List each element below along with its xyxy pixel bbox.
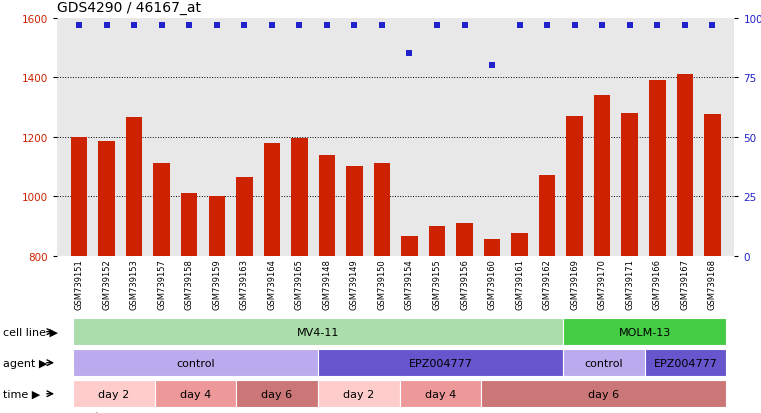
Bar	[73, 380, 154, 407]
Bar	[645, 349, 726, 376]
Bar	[457, 223, 473, 413]
Point	[431, 22, 443, 29]
Point	[541, 22, 553, 29]
Point	[238, 22, 250, 29]
Point	[266, 22, 278, 29]
Bar	[73, 349, 318, 376]
Point	[183, 22, 196, 29]
Point	[651, 22, 664, 29]
Bar	[318, 349, 563, 376]
Bar	[154, 164, 170, 413]
Point	[293, 22, 305, 29]
Bar	[400, 380, 481, 407]
Point	[514, 22, 526, 29]
Point	[100, 22, 113, 29]
Bar	[484, 240, 500, 413]
Text: GDS4290 / 46167_at: GDS4290 / 46167_at	[57, 1, 201, 15]
Bar	[677, 75, 693, 413]
Text: EPZ004777: EPZ004777	[409, 358, 473, 368]
Text: MV4-11: MV4-11	[297, 327, 339, 337]
Point	[486, 63, 498, 69]
Bar	[71, 137, 88, 413]
Bar	[263, 143, 280, 413]
Bar	[319, 155, 335, 413]
Point	[624, 22, 636, 29]
Bar	[236, 380, 318, 407]
Point	[458, 22, 470, 29]
Text: MOLM-13: MOLM-13	[619, 327, 670, 337]
Bar	[428, 226, 445, 413]
Text: control: control	[584, 358, 623, 368]
Point	[211, 22, 223, 29]
Bar	[563, 349, 645, 376]
Bar	[401, 237, 418, 413]
Text: ■ count
■ percentile rank within the sample: ■ count ■ percentile rank within the sam…	[57, 411, 246, 413]
Point	[706, 22, 718, 29]
Bar	[126, 118, 142, 413]
Text: agent ▶: agent ▶	[3, 358, 48, 368]
Point	[73, 22, 85, 29]
Text: ■: ■	[57, 412, 68, 413]
Point	[568, 22, 581, 29]
Point	[679, 22, 691, 29]
Text: time ▶: time ▶	[3, 389, 40, 399]
Point	[376, 22, 388, 29]
Bar	[318, 380, 400, 407]
Point	[349, 22, 361, 29]
Point	[596, 22, 608, 29]
Text: control: control	[176, 358, 215, 368]
Bar	[374, 164, 390, 413]
Text: day 6: day 6	[588, 389, 619, 399]
Bar	[209, 197, 225, 413]
Bar	[704, 115, 721, 413]
Bar	[511, 234, 528, 413]
Text: EPZ004777: EPZ004777	[654, 358, 718, 368]
Point	[128, 22, 140, 29]
Point	[321, 22, 333, 29]
Bar	[539, 176, 556, 413]
Point	[403, 51, 416, 57]
Bar	[594, 96, 610, 413]
Bar	[622, 114, 638, 413]
Text: day 2: day 2	[343, 389, 374, 399]
Bar	[649, 81, 666, 413]
Text: day 4: day 4	[425, 389, 456, 399]
Text: day 4: day 4	[180, 389, 211, 399]
Point	[155, 22, 167, 29]
Bar	[291, 139, 307, 413]
Bar	[481, 380, 726, 407]
Bar	[563, 318, 726, 345]
Bar	[98, 142, 115, 413]
Bar	[346, 167, 363, 413]
Bar	[73, 318, 563, 345]
Text: count: count	[71, 412, 100, 413]
Text: day 2: day 2	[98, 389, 129, 399]
Bar	[154, 380, 236, 407]
Bar	[181, 194, 198, 413]
Text: cell line ▶: cell line ▶	[3, 327, 59, 337]
Bar	[566, 116, 583, 413]
Text: day 6: day 6	[262, 389, 292, 399]
Bar	[236, 178, 253, 413]
